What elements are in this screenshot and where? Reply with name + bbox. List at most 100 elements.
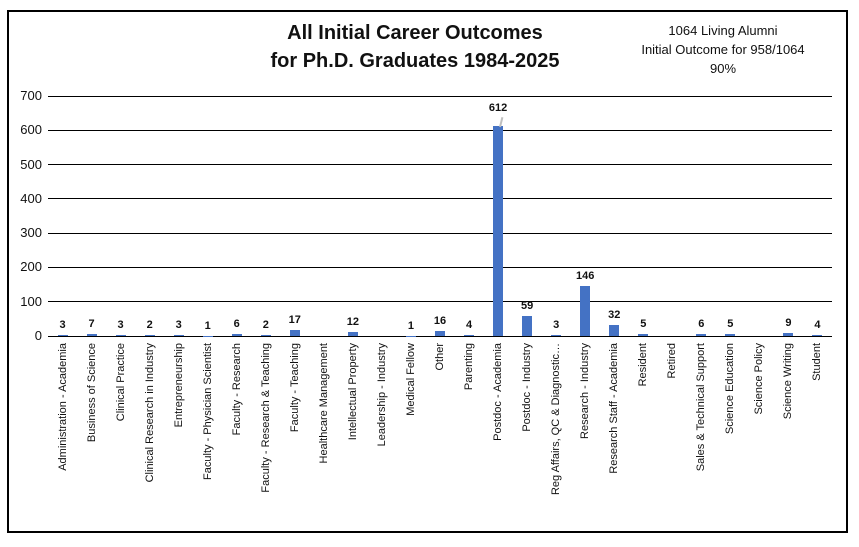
- x-axis-category: Reg Affairs, QC & Diagnostic…: [542, 343, 571, 521]
- x-axis-category: Resident: [629, 343, 658, 521]
- x-axis-category: Science Education: [716, 343, 745, 521]
- x-axis-label: Medical Fellow: [404, 343, 417, 416]
- x-axis-label: Research Staff - Academia: [608, 343, 621, 474]
- x-axis-label: Other: [433, 343, 446, 371]
- y-tick-label: 300: [20, 225, 42, 241]
- bar-value-label: 1: [407, 319, 415, 332]
- gridline: [48, 95, 832, 97]
- x-axis-category: Student: [803, 343, 832, 521]
- gridline: [48, 198, 832, 200]
- x-axis-category: Sales & Technical Support: [687, 343, 716, 521]
- x-axis-label: Sales & Technical Support: [695, 343, 708, 472]
- x-axis-label: Student: [811, 343, 824, 381]
- x-axis-category: Research - Industry: [571, 343, 600, 521]
- bar-value-label: 612: [488, 102, 508, 115]
- x-axis-label: Science Policy: [753, 343, 766, 415]
- x-axis-category: Postdoc - Industry: [513, 343, 542, 521]
- x-axis-category: Healthcare Management: [309, 343, 338, 521]
- bar-value-label: 4: [814, 318, 821, 331]
- x-axis-category: Entrepreneurship: [164, 343, 193, 521]
- x-axis-label: Postdoc - Academia: [491, 343, 504, 441]
- bar-value-label: 3: [117, 318, 124, 331]
- x-axis-category: Medical Fellow: [396, 343, 425, 521]
- chart-title-line2: for Ph.D. Graduates 1984-2025: [270, 50, 560, 72]
- bar: [580, 285, 591, 336]
- y-axis: 0 100 200 300 400 500 600 700: [0, 0, 44, 547]
- x-axis-category: Parenting: [454, 343, 483, 521]
- x-axis-category: Business of Science: [77, 343, 106, 521]
- bar-value-label: 5: [727, 318, 734, 331]
- chart-frame: [7, 10, 848, 533]
- x-axis-label: Science Writing: [782, 343, 795, 420]
- x-axis-label: Parenting: [462, 343, 475, 391]
- bar: [144, 335, 155, 336]
- bar-value-label: 7: [88, 317, 95, 330]
- bar-value-label: 3: [59, 318, 66, 331]
- x-axis-label: Administration - Academia: [56, 343, 69, 471]
- chart-title-line1: All Initial Career Outcomes: [287, 22, 543, 44]
- bar: [86, 333, 97, 336]
- chart-title: All Initial Career Outcomes for Ph.D. Gr…: [165, 19, 665, 75]
- bar-value-label: 3: [553, 318, 560, 331]
- bar: [347, 331, 358, 336]
- x-axis-label: Intellectual Property: [346, 343, 359, 441]
- x-axis-label: Leadership - Industry: [375, 343, 388, 447]
- x-axis-label: Science Education: [724, 343, 737, 435]
- y-tick-label: 100: [20, 293, 42, 309]
- x-axis-category: Clinical Practice: [106, 343, 135, 521]
- gridline: [48, 266, 832, 268]
- y-tick-label: 700: [20, 88, 42, 103]
- bar: [289, 330, 300, 336]
- x-axis-category: Administration - Academia: [48, 343, 77, 521]
- bar: [783, 332, 794, 336]
- bar: [725, 334, 736, 336]
- bar-value-label: 32: [608, 309, 621, 322]
- bar-value-label: 146: [575, 269, 595, 282]
- bar: [812, 334, 823, 336]
- x-axis-label: Faculty - Research & Teaching: [259, 343, 272, 493]
- bar-value-label: 5: [640, 318, 647, 331]
- x-axis-category: Faculty - Physician Scientist: [193, 343, 222, 521]
- annotation-textbox: 1064 Living Alumni Initial Outcome for 9…: [608, 21, 838, 78]
- x-axis-category: Science Policy: [745, 343, 774, 521]
- x-axis-label: Clinical Research in Industry: [143, 343, 156, 483]
- x-axis-label: Retired: [666, 343, 679, 379]
- annotation-line1: 1064 Living Alumni: [668, 23, 778, 38]
- x-axis-category: Retired: [658, 343, 687, 521]
- annotation-line2: Initial Outcome for 958/1064: [641, 42, 805, 57]
- bar: [522, 315, 533, 336]
- gridline: [48, 301, 832, 303]
- bar: [435, 330, 445, 336]
- x-axis-label: Entrepreneurship: [172, 343, 185, 428]
- x-axis-category: Faculty - Research: [222, 343, 251, 521]
- bar-value-label: 6: [233, 317, 240, 330]
- y-tick-label: 0: [34, 328, 42, 343]
- bar: [493, 126, 504, 336]
- bar-value-label: 2: [146, 319, 153, 332]
- x-axis-label: Research - Industry: [579, 343, 592, 439]
- gridline: [48, 164, 832, 166]
- bar: [638, 334, 649, 336]
- annotation-line3: 90%: [709, 61, 737, 76]
- bar-value-label: 59: [520, 299, 534, 312]
- bar-value-label: 12: [346, 315, 359, 328]
- x-axis-category: Other: [425, 343, 454, 521]
- x-axis-label: Faculty - Research: [230, 343, 243, 436]
- x-axis-label: Healthcare Management: [317, 343, 330, 464]
- bar-value-label: 2: [262, 319, 269, 332]
- bar: [260, 335, 271, 336]
- bar-value-label: 16: [433, 314, 447, 327]
- x-axis-category: Science Writing: [774, 343, 803, 521]
- bar: [57, 334, 68, 336]
- x-axis-label: Reg Affairs, QC & Diagnostic…: [550, 343, 563, 496]
- gridline: [48, 335, 832, 337]
- y-tick-label: 400: [20, 190, 42, 206]
- x-axis-label: Clinical Practice: [114, 343, 127, 422]
- bar: [551, 334, 562, 336]
- bar-value-label: 4: [465, 318, 473, 331]
- x-axis-category: Clinical Research in Industry: [135, 343, 164, 521]
- gridline: [48, 129, 832, 131]
- x-axis-label: Faculty - Physician Scientist: [201, 343, 214, 480]
- gridline: [48, 232, 832, 234]
